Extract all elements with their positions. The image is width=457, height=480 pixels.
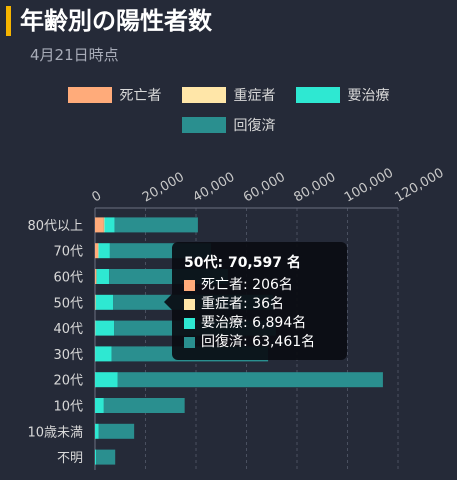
tooltip-swatch-death	[184, 280, 195, 291]
tooltip-row-death: 死亡者: 206名	[184, 276, 335, 295]
legend-swatch-treatment	[295, 87, 340, 103]
y-category-label: 50代	[53, 296, 83, 311]
bar-segment	[96, 269, 97, 284]
legend: 死亡者 重症者 要治療 回復済	[0, 85, 457, 145]
bar-segment	[95, 423, 99, 439]
bar-segment	[95, 398, 104, 413]
tooltip-text-treatment: 要治療: 6,894名	[201, 315, 307, 331]
legend-swatch-death	[67, 87, 112, 103]
y-category-label: 10歳未満	[27, 425, 83, 440]
tooltip-swatch-treatment	[184, 318, 195, 329]
x-tick-label: 100,000	[342, 166, 396, 206]
legend-label-recovered: 回復済	[233, 118, 276, 134]
legend-swatch-recovered	[181, 117, 226, 133]
tooltip-swatch-recovered	[184, 337, 195, 348]
chart-subtitle: 4月21日時点	[30, 46, 119, 64]
legend-item-treatment[interactable]: 要治療	[295, 85, 390, 105]
legend-label-treatment: 要治療	[347, 88, 390, 104]
y-category-label: 70代	[53, 245, 83, 260]
y-category-label: 不明	[57, 451, 83, 466]
x-tick-label: 20,000	[140, 170, 187, 206]
bar-segment	[95, 320, 115, 336]
bar-segment	[95, 346, 112, 362]
bar-segment	[104, 217, 115, 233]
y-category-label: 20代	[53, 374, 83, 389]
bar-segment	[95, 372, 118, 388]
tooltip-row-treatment: 要治療: 6,894名	[184, 314, 335, 333]
x-tick-label: 40,000	[191, 170, 238, 206]
bar-segment	[95, 294, 96, 310]
tooltip-title: 50代: 70,597 名	[184, 255, 301, 271]
bar-segment	[98, 243, 99, 259]
bar-segment	[95, 217, 104, 233]
legend-item-recovered[interactable]: 回復済	[181, 115, 276, 135]
y-category-label: 80代以上	[27, 219, 83, 234]
y-category-label: 30代	[53, 348, 83, 363]
bar-segment	[103, 398, 185, 413]
bar-segment	[95, 243, 99, 259]
bar-segment	[96, 269, 110, 284]
bar-segment	[95, 449, 97, 465]
tooltip-swatch-severe	[184, 299, 195, 310]
x-tick-label: 0	[90, 188, 105, 205]
tooltip-row-recovered: 回復済: 63,461名	[184, 333, 335, 352]
legend-item-death[interactable]: 死亡者	[67, 85, 162, 105]
title-accent-bar	[6, 6, 11, 36]
bar-segment	[95, 294, 114, 310]
y-category-label: 40代	[53, 322, 83, 337]
bar-segment	[96, 449, 116, 465]
tooltip-text-death: 死亡者: 206名	[201, 277, 293, 293]
legend-label-severe: 重症者	[233, 88, 276, 104]
legend-item-severe[interactable]: 重症者	[181, 85, 276, 105]
x-tick-label: 80,000	[292, 170, 339, 206]
x-tick-label: 120,000	[393, 166, 447, 206]
legend-label-death: 死亡者	[119, 88, 162, 104]
tooltip-row-severe: 重症者: 36名	[184, 295, 335, 314]
bar-segment	[114, 217, 198, 233]
y-category-label: 60代	[53, 271, 83, 286]
bar-segment	[95, 320, 96, 336]
y-category-label: 10代	[53, 400, 83, 415]
bar-segment	[117, 372, 383, 388]
x-tick-label: 60,000	[241, 170, 288, 206]
chart-title: 年齢別の陽性者数	[20, 7, 212, 35]
bar-segment	[103, 217, 105, 233]
bar-segment	[95, 269, 97, 284]
legend-swatch-severe	[181, 87, 226, 103]
tooltip-arrow	[164, 294, 172, 310]
tooltip-text-severe: 重症者: 36名	[201, 296, 284, 312]
bar-segment	[98, 423, 135, 439]
tooltip-text-recovered: 回復済: 63,461名	[201, 334, 316, 350]
bar-segment	[98, 243, 110, 259]
tooltip: 50代: 70,597 名 死亡者: 206名 重症者: 36名 要治療: 6,…	[164, 242, 347, 360]
